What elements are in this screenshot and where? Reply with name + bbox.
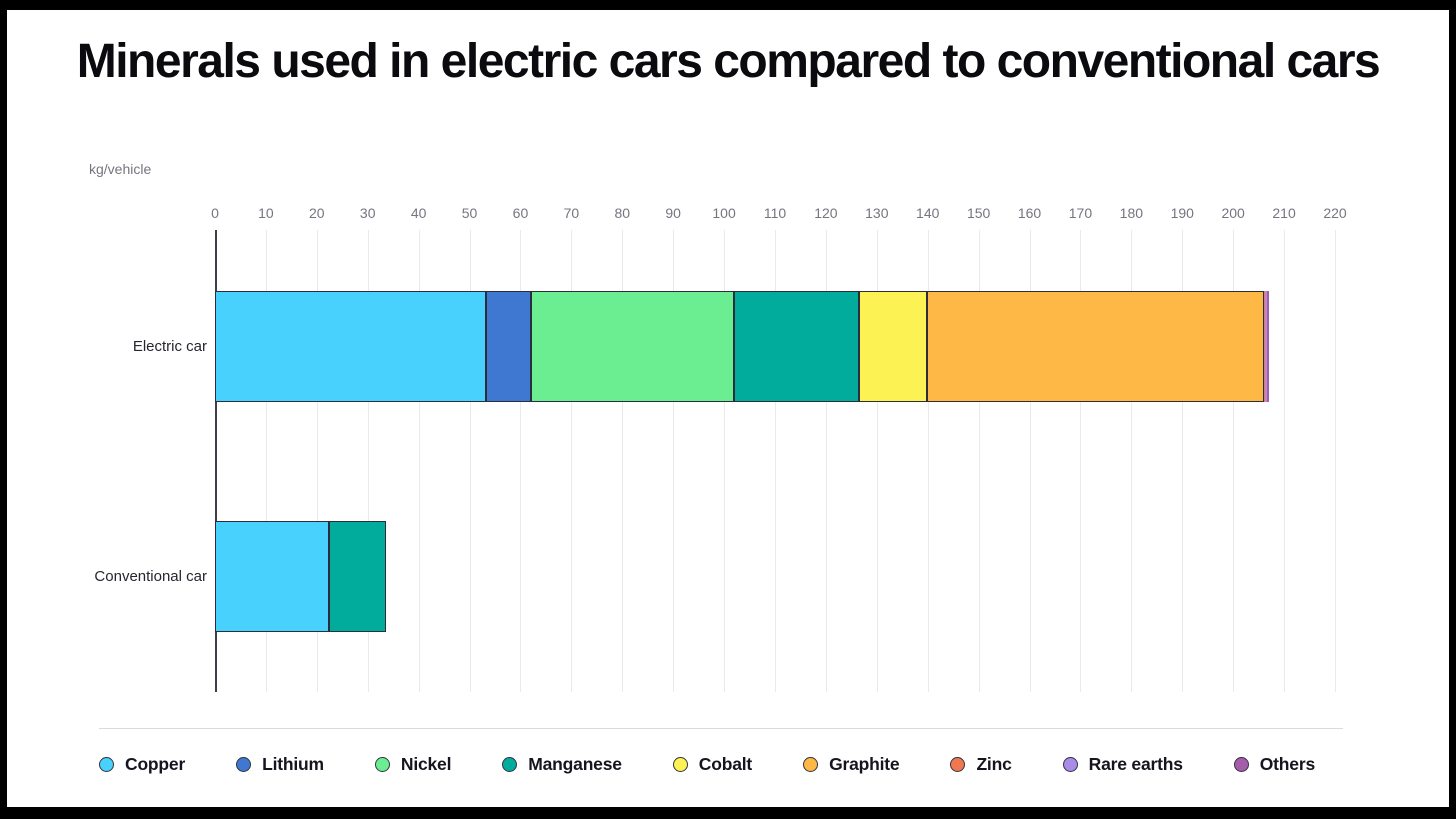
gridline — [927, 230, 929, 692]
x-tick-label: 40 — [410, 205, 427, 221]
bar-conventional-car[interactable] — [215, 521, 386, 632]
x-tick-label: 20 — [309, 205, 325, 221]
x-tick-label: 90 — [665, 205, 681, 221]
x-tick-label: 170 — [1068, 205, 1093, 221]
gridline — [316, 230, 318, 692]
segment-manganese[interactable] — [328, 521, 386, 632]
gridline — [775, 230, 776, 692]
legend-item-graphite[interactable]: Graphite — [803, 754, 900, 775]
unit-axis-label: kg/vehicle — [89, 161, 152, 177]
x-tick-label: 140 — [916, 205, 940, 221]
legend-label: Lithium — [262, 754, 324, 774]
legend-item-lithium[interactable]: Lithium — [236, 754, 324, 775]
x-tick-label: 100 — [712, 205, 736, 221]
x-tick-label: 50 — [461, 205, 478, 221]
segment-rare-earths[interactable] — [1264, 291, 1268, 402]
gridline — [1080, 230, 1082, 692]
gridline — [1029, 230, 1031, 692]
legend-label: Nickel — [400, 754, 452, 774]
axis-zero-line — [215, 230, 217, 692]
x-tick-label: 10 — [258, 205, 274, 221]
legend-item-nickel[interactable]: Nickel — [374, 754, 452, 775]
legend: Copper Lithium Nickel Manganese Cobalt Graphi… — [99, 754, 1315, 775]
gridline — [1182, 230, 1184, 692]
legend-divider — [99, 728, 1343, 729]
gridline — [673, 230, 675, 692]
legend-swatch-icon — [99, 757, 114, 772]
segment-copper[interactable] — [215, 521, 329, 632]
legend-swatch-icon — [502, 757, 518, 772]
legend-swatch-icon — [950, 757, 966, 772]
x-tick-label: 180 — [1119, 205, 1144, 221]
legend-label: Cobalt — [698, 754, 753, 774]
x-tick-label: 110 — [763, 205, 787, 221]
x-tick-label: 160 — [1017, 205, 1042, 221]
x-tick-label: 220 — [1323, 205, 1347, 221]
legend-swatch-icon — [1062, 757, 1078, 772]
gridline — [825, 230, 827, 692]
x-tick-label: 200 — [1221, 205, 1245, 221]
chart-title: Minerals used in electric cars compared … — [76, 35, 1381, 88]
gridline — [571, 230, 573, 692]
gridline — [418, 230, 420, 692]
x-tick-label: 80 — [614, 205, 631, 221]
legend-item-cobalt[interactable]: Cobalt — [672, 754, 753, 775]
category-label: Electric car — [132, 338, 207, 355]
gridline — [469, 230, 471, 692]
segment-graphite[interactable] — [926, 291, 1265, 402]
x-tick-label: 210 — [1272, 205, 1296, 221]
gridline — [265, 230, 267, 692]
legend-swatch-icon — [1233, 757, 1249, 772]
legend-item-zinc[interactable]: Zinc — [950, 754, 1012, 775]
legend-item-rare-earths[interactable]: Rare earths — [1062, 754, 1183, 775]
gridline — [367, 230, 369, 692]
legend-swatch-icon — [374, 757, 390, 772]
chart-card: Minerals used in electric cars compared … — [7, 10, 1449, 807]
x-tick-label: 30 — [359, 205, 376, 221]
bar-electric-car[interactable] — [215, 291, 1269, 402]
x-tick-label: 60 — [512, 205, 529, 221]
segment-others[interactable] — [1267, 291, 1269, 402]
legend-item-others[interactable]: Others — [1233, 754, 1315, 775]
gridline — [724, 230, 726, 692]
legend-label: Zinc — [976, 754, 1012, 774]
legend-label: Copper — [125, 754, 186, 774]
legend-swatch-icon — [803, 757, 819, 772]
x-tick-label: 150 — [966, 205, 991, 221]
gridline — [1131, 230, 1133, 692]
legend-label: Manganese — [528, 754, 622, 774]
segment-cobalt[interactable] — [859, 291, 927, 402]
gridline — [978, 230, 980, 692]
segment-nickel[interactable] — [531, 291, 735, 402]
legend-item-copper[interactable]: Copper — [99, 754, 185, 775]
gridline — [1284, 230, 1286, 692]
legend-label: Others — [1259, 754, 1315, 774]
gridline — [622, 230, 624, 692]
legend-label: Rare earths — [1088, 754, 1183, 774]
legend-item-manganese[interactable]: Manganese — [502, 754, 622, 775]
x-tick-label: 130 — [865, 205, 889, 221]
legend-swatch-icon — [672, 757, 688, 772]
legend-label: Graphite — [829, 754, 900, 774]
x-tick-label: 120 — [814, 205, 838, 221]
gridline — [1233, 230, 1235, 692]
segment-copper[interactable] — [215, 291, 486, 402]
x-tick-label: 190 — [1170, 205, 1194, 221]
legend-swatch-icon — [236, 757, 252, 772]
segment-zinc[interactable] — [1264, 291, 1265, 402]
gridline — [520, 230, 522, 692]
gridline — [1335, 230, 1336, 692]
x-tick-label: 0 — [211, 205, 219, 221]
segment-manganese[interactable] — [734, 291, 859, 402]
category-label: Conventional car — [94, 568, 207, 585]
gridline — [876, 230, 878, 692]
x-tick-label: 70 — [563, 205, 580, 221]
segment-lithium[interactable] — [485, 291, 532, 402]
